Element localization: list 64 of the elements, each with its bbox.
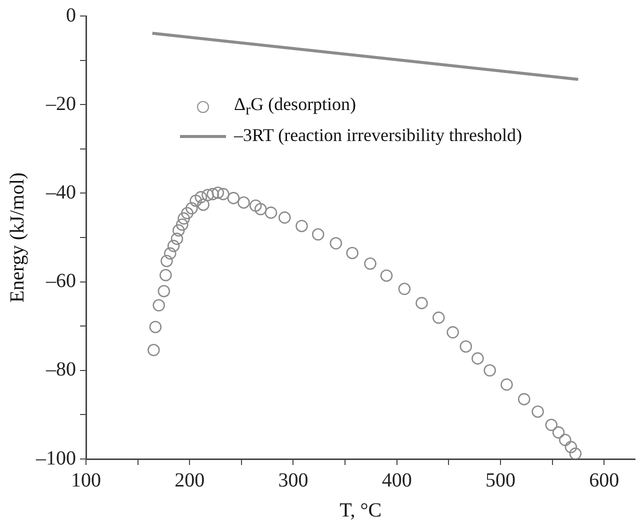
y-tick-label: –40 xyxy=(45,181,76,204)
point xyxy=(254,203,267,216)
point xyxy=(212,186,224,199)
x-tick-label: 500 xyxy=(485,469,516,492)
point xyxy=(264,206,278,219)
point xyxy=(552,426,565,439)
y-axis-title: Energy (kJ/mol) xyxy=(6,172,28,303)
x-tick-label: 300 xyxy=(278,469,308,492)
point xyxy=(181,206,194,220)
point xyxy=(158,284,170,298)
point xyxy=(170,232,184,245)
y-tick-label: –80 xyxy=(45,358,76,381)
point xyxy=(432,312,445,324)
point xyxy=(238,196,250,209)
y-tick-label: –100 xyxy=(35,447,76,470)
point xyxy=(500,378,513,391)
point xyxy=(380,269,393,282)
point xyxy=(160,269,172,282)
point xyxy=(194,191,208,204)
point xyxy=(545,418,558,432)
point xyxy=(460,340,472,353)
point xyxy=(167,240,180,252)
point xyxy=(206,188,219,200)
point xyxy=(176,218,188,231)
point xyxy=(484,364,496,377)
point xyxy=(278,211,291,224)
legend-label: –3RT (reaction irreversibility threshold) xyxy=(234,124,522,147)
point xyxy=(472,352,484,365)
point xyxy=(346,246,358,260)
point xyxy=(559,434,572,446)
point xyxy=(217,188,230,200)
point xyxy=(149,320,162,334)
point xyxy=(312,228,324,241)
point xyxy=(249,199,262,212)
x-tick-label: 600 xyxy=(589,469,620,492)
point xyxy=(148,344,160,356)
point xyxy=(398,282,411,296)
point xyxy=(190,194,202,207)
point xyxy=(152,299,165,312)
point xyxy=(364,257,376,270)
x-tick-label: 400 xyxy=(382,469,412,492)
point xyxy=(564,440,578,454)
y-tick-label: –60 xyxy=(45,270,76,292)
point xyxy=(569,448,582,459)
point xyxy=(164,247,176,260)
point xyxy=(227,192,240,204)
point xyxy=(416,296,428,310)
point xyxy=(197,198,210,211)
x-tick-label: 200 xyxy=(174,469,205,492)
legend-label: Δ$_{r}$G (desorption) xyxy=(234,93,356,121)
x-axis-title: T, °C xyxy=(340,499,382,522)
point xyxy=(178,212,190,225)
point xyxy=(518,393,530,406)
point xyxy=(160,254,173,268)
point xyxy=(202,188,214,202)
point xyxy=(446,326,459,338)
point xyxy=(186,202,198,214)
point xyxy=(330,237,342,250)
y-tick-label: –20 xyxy=(45,92,76,115)
x-tick-label: 100 xyxy=(71,469,101,492)
y-tick-label: 0 xyxy=(66,4,76,26)
point xyxy=(172,224,185,237)
point xyxy=(296,220,308,232)
point xyxy=(532,405,544,418)
